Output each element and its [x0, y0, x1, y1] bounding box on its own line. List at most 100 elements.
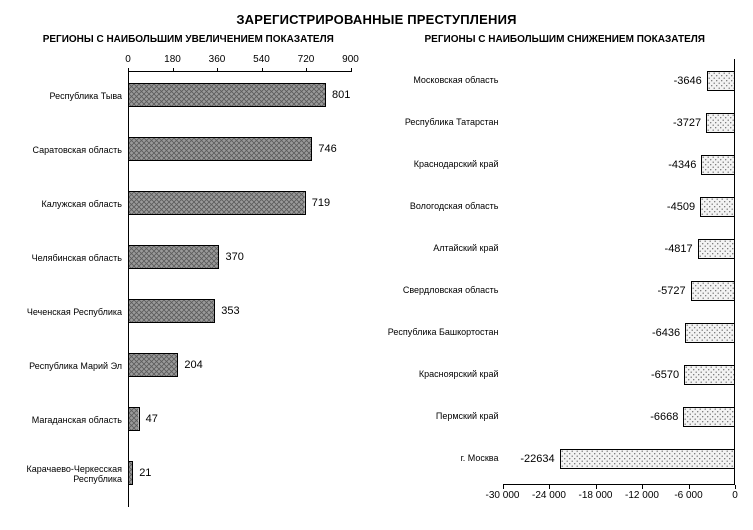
left-bar-label: Карачаево-Черкесская Республика	[10, 465, 128, 485]
left-bar-value: 801	[332, 89, 350, 101]
right-bar: -4346	[701, 155, 735, 175]
right-bar-label: Республика Татарстан	[383, 118, 503, 128]
left-bar-label: Чеченская Республика	[10, 308, 128, 318]
right-bar-wrap: -3646	[503, 63, 736, 99]
right-bar-value: -6436	[652, 327, 680, 339]
left-bar	[128, 83, 326, 107]
right-panel-title: РЕГИОНЫ С НАИБОЛЬШИМ СНИЖЕНИЕМ ПОКАЗАТЕЛ…	[377, 32, 753, 51]
right-bar-label: Республика Башкортостан	[383, 328, 503, 338]
page: ЗАРЕГИСТРИРОВАННЫЕ ПРЕСТУПЛЕНИЯ РЕГИОНЫ …	[0, 0, 753, 530]
right-bar: -6436	[685, 323, 735, 343]
left-axis-tick-label: 180	[164, 54, 181, 65]
right-axis-tick-mark	[735, 485, 736, 489]
right-bar: -4817	[698, 239, 735, 259]
right-bar-value: -6570	[651, 369, 679, 381]
main-title: ЗАРЕГИСТРИРОВАННЫЕ ПРЕСТУПЛЕНИЯ	[0, 0, 753, 27]
right-rows: Московская область -3646 Республика Татарс…	[383, 59, 744, 485]
left-axis-tick-mark	[306, 68, 307, 72]
right-bar-row: Алтайский край -4817	[383, 231, 744, 267]
left-bar-wrap: 47	[128, 403, 351, 439]
left-axis-tick-label: 540	[253, 54, 270, 65]
left-bar	[128, 245, 219, 269]
right-panel: РЕГИОНЫ С НАИБОЛЬШИМ СНИЖЕНИЕМ ПОКАЗАТЕЛ…	[377, 32, 753, 511]
right-bar-value: -4817	[665, 243, 693, 255]
right-bar-label: Краснодарский край	[383, 160, 503, 170]
right-bar-label: Московская область	[383, 76, 503, 86]
left-bar-wrap: 719	[128, 187, 351, 223]
right-bar: -3727	[706, 113, 735, 133]
left-bar-row: Челябинская область 370	[10, 241, 371, 277]
right-axis-tick-mark	[689, 485, 690, 489]
right-bar-wrap: -6436	[503, 315, 736, 351]
right-bar: -3646	[707, 71, 735, 91]
left-bar	[128, 407, 140, 431]
right-bar-label: г. Москва	[383, 454, 503, 464]
right-bar-label: Алтайский край	[383, 244, 503, 254]
left-axis-tick-mark	[262, 68, 263, 72]
left-bar-label: Челябинская область	[10, 254, 128, 264]
left-bar	[128, 353, 178, 377]
right-bar-wrap: -6570	[503, 357, 736, 393]
right-bar: -5727	[691, 281, 735, 301]
right-bar-wrap: -4346	[503, 147, 736, 183]
left-bar	[128, 461, 133, 485]
right-bar-value: -22634	[520, 453, 554, 465]
right-bar-row: Московская область -3646	[383, 63, 744, 99]
right-bar-row: Свердловская область-5727	[383, 273, 744, 309]
right-bar: -6668	[683, 407, 735, 427]
right-axis-tick-strip: -30 000-24 000-18 000-12 000-6 0000	[503, 485, 736, 511]
right-axis-tick-mark	[503, 485, 504, 489]
right-bar-row: Республика Башкортостан -6436	[383, 315, 744, 351]
right-bar: -6570	[684, 365, 735, 385]
left-bar-value: 370	[225, 251, 243, 263]
left-bar-row: Магаданская область 47	[10, 403, 371, 439]
right-bar-wrap: -6668	[503, 399, 736, 435]
left-bar-label: Республика Тыва	[10, 92, 128, 102]
left-bar-value: 47	[146, 413, 158, 425]
left-bar-row: Саратовская область746	[10, 133, 371, 169]
left-bar-value: 746	[318, 143, 336, 155]
right-axis-tick-mark	[549, 485, 550, 489]
left-bar-row: Карачаево-Черкесская Республика 21	[10, 457, 371, 493]
left-axis-tick-label: 720	[298, 54, 315, 65]
right-bar-value: -3646	[674, 75, 702, 87]
left-bar-row: Республика Тыва 801	[10, 79, 371, 115]
right-axis-tick-mark	[596, 485, 597, 489]
panels: РЕГИОНЫ С НАИБОЛЬШИМ УВЕЛИЧЕНИЕМ ПОКАЗАТ…	[0, 32, 753, 511]
right-bar-value: -6668	[650, 411, 678, 423]
right-bar-wrap: -4817	[503, 231, 736, 267]
left-bar-value: 21	[139, 467, 151, 479]
left-bar-wrap: 801	[128, 79, 351, 115]
right-bar-row: Пермский край -6668	[383, 399, 744, 435]
right-bar-row: Красноярский край -6570	[383, 357, 744, 393]
right-bar-row: Вологодская область -4509	[383, 189, 744, 225]
right-bar-wrap: -4509	[503, 189, 736, 225]
right-axis-tick-label: 0	[732, 490, 738, 501]
left-rows: Республика Тыва 801 Саратовская область746…	[10, 79, 371, 511]
left-bar-wrap: 204	[128, 349, 351, 385]
left-bar-wrap: 353	[128, 295, 351, 331]
left-bar-label: Магаданская область	[10, 416, 128, 426]
left-axis-tick-label: 360	[209, 54, 226, 65]
right-bar-wrap: -5727	[503, 273, 736, 309]
right-bar-value: -5727	[657, 285, 685, 297]
left-chart: 0180360540720900 Республика Тыва801Сарат…	[10, 51, 371, 511]
right-y-axis-line	[734, 59, 735, 485]
right-bar-label: Вологодская область	[383, 202, 503, 212]
left-bar-label: Калужская область	[10, 200, 128, 210]
right-bar-row: Краснодарский край -4346	[383, 147, 744, 183]
right-bar-wrap: -3727	[503, 105, 736, 141]
left-axis-tick-mark	[173, 68, 174, 72]
left-axis-tick-mark	[217, 68, 218, 72]
left-panel: РЕГИОНЫ С НАИБОЛЬШИМ УВЕЛИЧЕНИЕМ ПОКАЗАТ…	[0, 32, 377, 511]
left-panel-title: РЕГИОНЫ С НАИБОЛЬШИМ УВЕЛИЧЕНИЕМ ПОКАЗАТ…	[0, 32, 377, 51]
right-bar-row: Республика Татарстан -3727	[383, 105, 744, 141]
left-bar	[128, 137, 312, 161]
right-axis-tick-label: -6 000	[674, 490, 702, 501]
left-bar-wrap: 746	[128, 133, 351, 169]
right-bar-label: Красноярский край	[383, 370, 503, 380]
right-bar: -4509	[700, 197, 735, 217]
right-bar-row: г. Москва -22634	[383, 441, 744, 477]
right-bar-label: Пермский край	[383, 412, 503, 422]
right-bar-value: -4509	[667, 201, 695, 213]
